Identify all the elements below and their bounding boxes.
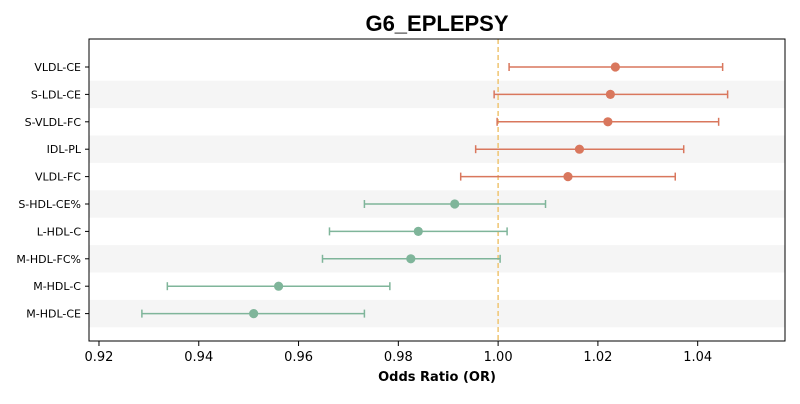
x-tick-label: 0.96 [284,350,313,365]
plot-frame [88,38,786,342]
or-point [450,199,460,209]
forest-row [474,144,685,154]
forest-row [459,172,676,182]
x-tick-label: 0.92 [85,350,114,365]
or-point [605,89,615,99]
y-tick-label: IDL-PL [47,143,82,156]
y-tick-label: M-HDL-FC% [16,253,81,266]
y-axis: VLDL-CE S-LDL-CE S-VLDL-FC IDL-PL VLDL-FC S-H… [16,61,89,321]
y-tick-label: M-HDL-CE [26,308,81,321]
x-tick-label: 0.94 [184,350,213,365]
x-tick-label: 1.02 [583,350,612,365]
or-point [603,117,613,127]
forest-row [363,199,547,209]
x-tick-label: 0.98 [384,350,413,365]
y-tick-label: VLDL-CE [34,61,81,74]
or-point [273,281,284,291]
y-tick-label: L-HDL-C [37,225,82,238]
or-point [610,62,620,72]
or-point [563,172,573,182]
forest-row [321,254,501,264]
forest-row [141,309,366,319]
y-tick-label: M-HDL-C [33,280,81,293]
x-tick-label: 1.04 [683,350,712,365]
or-point [406,254,416,264]
y-tick-label: S-HDL-CE% [18,198,81,211]
y-tick-label: S-LDL-CE [31,88,81,101]
forest-row [328,226,508,236]
x-tick-label: 1.00 [484,350,513,365]
forest-row [508,62,724,72]
or-point [574,144,585,154]
forest-row [493,89,729,99]
or-point [413,226,423,236]
y-tick-label: S-VLDL-FC [25,116,82,129]
forest-row [166,281,391,291]
x-axis: 0.92 0.94 0.96 0.98 1.00 1.02 1.04 [85,341,712,365]
y-tick-label: VLDL-FC [35,171,81,184]
forest-row [496,117,720,127]
chart-title: G6_EPLEPSY [365,11,508,36]
data-points-group [141,62,729,319]
x-axis-label: Odds Ratio (OR) [378,370,496,385]
or-point [249,309,259,319]
